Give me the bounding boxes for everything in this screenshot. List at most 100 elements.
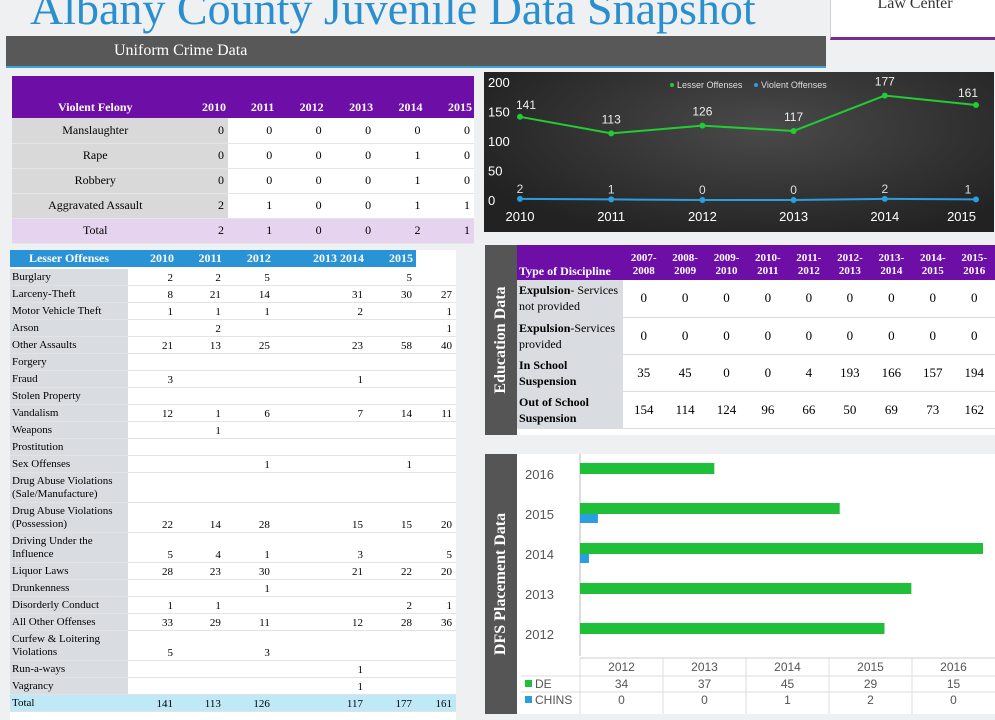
data-label: 161 [958,86,978,100]
edu-cell: 0 [829,280,871,318]
table-de-value: 37 [698,677,712,691]
edu-row-label: In School Suspension [517,354,623,392]
lo-cell [128,353,177,371]
vf-total-label: Total [12,218,179,244]
vf-cell: 1 [424,193,474,219]
lo-cell [366,532,416,563]
vf-cell: 1 [375,168,425,194]
y-tick-label: 200 [488,75,510,90]
edu-cell: 193 [829,354,871,392]
vf-cell: 0 [375,118,425,144]
data-label: 1 [608,182,615,196]
lo-row: Stolen Property [10,387,456,405]
lo-header-year: 2011 [176,250,225,269]
legend-label: CHINS [535,693,572,707]
lo-cell [415,660,456,678]
x-tick-label: 2015 [947,209,976,224]
edu-header-year: 2013- 2014 [870,245,913,280]
vf-header-year: 2012 [276,76,326,118]
vf-cell: 0 [276,168,326,194]
lo-cell [273,319,367,337]
lo-row-label: Fraud [10,370,128,388]
lo-header-label: Lesser Offenses [10,250,128,269]
data-point [973,102,979,109]
education-side-label: Education Data [492,286,509,394]
lo-cell [366,472,416,503]
vf-cell: 0 [227,143,277,169]
edu-header-year: 2009- 2010 [705,245,748,280]
edu-cell: 157 [912,354,954,392]
lo-cell: 1 [415,302,456,320]
legend-label: Violent Offenses [761,80,827,90]
edu-row: Expulsion- Services not provided 0 0 0 0 0 0 0 0… [517,280,995,318]
data-point [973,196,979,203]
series-line-violent [519,197,977,201]
law-center-label: Law Center [877,0,953,12]
lo-cell [128,579,177,597]
lo-cell: 27 [415,285,456,303]
lo-cell: 15 [273,502,367,533]
edu-cell: 0 [705,317,748,355]
lo-cell: 14 [366,404,416,422]
table-de-value: 34 [615,677,629,691]
edu-cell: 0 [747,317,789,355]
y-tick-label: 0 [488,193,495,208]
legend-marker [754,83,758,87]
lo-row: Larceny-Theft 8 21 14 31 30 27 [10,285,456,303]
data-label: 0 [790,183,797,197]
vf-cell: 0 [276,118,326,144]
lo-cell: 40 [415,336,456,354]
vf-row: Rape 0 0 0 0 1 0 [12,143,474,169]
edu-cell: 0 [623,280,665,318]
bar-de [580,623,885,634]
lo-cell: 28 [224,502,274,533]
vf-total-cell: 1 [227,218,277,244]
lo-cell [415,370,456,388]
lo-cell [273,596,367,614]
table-year: 2012 [608,660,635,674]
section-underline [6,66,826,68]
data-label: 1 [965,182,972,196]
table-chins-value: 2 [867,693,874,707]
vf-cell: 0 [276,193,326,219]
lo-total-cell: 177 [366,694,416,712]
lo-row: Motor Vehicle Theft 1 1 1 2 1 [10,302,456,320]
data-label: 126 [692,105,712,119]
section-bar: Uniform Crime Data [6,36,826,68]
edu-header-year: 2008- 2009 [664,245,706,280]
legend-label: Lesser Offenses [677,80,743,90]
lo-row-label: Sex Offenses [10,455,128,473]
vf-cell: 0 [424,143,474,169]
edu-cell: 0 [664,317,706,355]
table-chins-value: 0 [950,693,957,707]
lo-cell [224,660,274,678]
lo-row: Arson 2 1 [10,319,456,337]
data-point [881,92,888,99]
vf-cell: 0 [227,168,277,194]
data-point [881,195,888,202]
table-de-value: 29 [864,677,878,691]
edu-cell: 154 [623,391,665,429]
offenses-line-chart: 0 50 100 150 200 2010 2011 2012 2013 2014 2015 Less… [484,72,994,232]
lo-row: Burglary 2 2 5 5 [10,268,456,286]
lo-cell [273,438,367,456]
lo-total-cell: 126 [224,694,274,712]
edu-row-label: Expulsion- Services not provided [517,280,623,318]
lo-cell [366,319,416,337]
law-center-box: Law Center [830,0,995,40]
lo-cell [224,387,274,405]
lo-cell: 2 [128,268,177,286]
x-tick-label: 2010 [506,209,535,224]
lo-cell [415,421,456,439]
table-year: 2016 [940,660,967,674]
lo-row-label: Driving Under the Influence [10,532,128,563]
lo-cell [366,630,416,661]
lo-cell: 5 [415,532,456,563]
vf-row-label: Manslaughter [12,118,179,144]
vf-cell: 2 [178,193,228,219]
vf-total-cell: 1 [424,218,474,244]
lo-cell [176,370,225,388]
lo-row-label: Motor Vehicle Theft [10,302,128,320]
table-de-value: 15 [947,677,961,691]
edu-cell: 124 [705,391,748,429]
